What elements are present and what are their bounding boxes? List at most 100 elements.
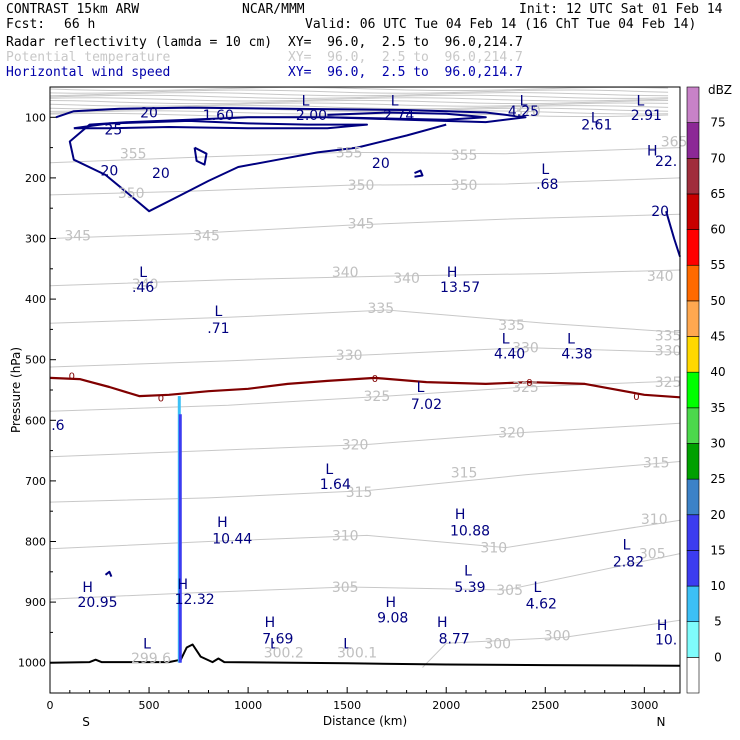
wind-min-marker: L bbox=[533, 580, 541, 596]
theta-extremum-value: 300.2 bbox=[264, 645, 304, 661]
theta-label: 335 bbox=[655, 328, 682, 344]
colorbar-swatch bbox=[686, 229, 700, 266]
colorbar-tick-label: 25 bbox=[710, 472, 725, 486]
wind-min-marker: L bbox=[214, 304, 222, 320]
isentrope bbox=[49, 519, 681, 550]
wind-extremum-value: 2.00 bbox=[296, 108, 327, 124]
isentrope-upper bbox=[49, 89, 669, 94]
isentrope bbox=[49, 347, 681, 368]
theta-label: 335 bbox=[367, 301, 394, 317]
freezing-level-label: 0 bbox=[69, 371, 75, 382]
theta-label: 310 bbox=[480, 541, 507, 557]
colorbar-swatch bbox=[686, 122, 700, 159]
wind-min-marker: L bbox=[502, 331, 510, 347]
wind-speed-contour bbox=[327, 111, 487, 121]
isentrope bbox=[49, 422, 681, 458]
colorbar-tick-label: 20 bbox=[710, 508, 725, 522]
isentrope bbox=[49, 553, 681, 600]
x-tick-label: 500 bbox=[139, 699, 160, 712]
wind-extremum-value: 4.40 bbox=[494, 347, 525, 363]
wind-min-marker: L bbox=[302, 93, 310, 109]
freezing-level-contour bbox=[49, 376, 681, 399]
isentrope bbox=[49, 147, 681, 164]
x-tick-label: 0 bbox=[47, 699, 54, 712]
x-tick-label: 2500 bbox=[531, 699, 559, 712]
theta-label: 355 bbox=[120, 147, 147, 163]
x-end-label-south: S bbox=[82, 715, 90, 729]
y-tick-label: 300 bbox=[25, 233, 46, 246]
wind-max-marker: H bbox=[82, 580, 93, 596]
field-layer bbox=[49, 86, 681, 668]
isentrope-upper bbox=[49, 94, 669, 99]
model-title: CONTRAST 15km ARW bbox=[6, 2, 140, 17]
wind-contour-label: 20 bbox=[140, 105, 158, 121]
theta-label: 330 bbox=[336, 348, 363, 364]
wind-speed-contour bbox=[104, 570, 113, 577]
valid-time: Valid: 06 UTC Tue 04 Feb 14 (16 ChT Tue … bbox=[305, 17, 697, 32]
wind-min-marker: L bbox=[464, 564, 472, 580]
theta-label: 315 bbox=[451, 465, 478, 481]
isentrope-upper bbox=[49, 97, 669, 102]
terrain-line bbox=[49, 643, 681, 667]
wind-extremum-value: 2.91 bbox=[631, 108, 662, 124]
theta-label: 330 bbox=[655, 344, 682, 360]
wind-extremum-value: 4.38 bbox=[561, 347, 592, 363]
theta-label: 325 bbox=[512, 380, 539, 396]
wind-speed-contour bbox=[414, 169, 424, 178]
freezing-level-label: 0 bbox=[633, 392, 639, 403]
y-tick-label: 200 bbox=[25, 172, 46, 185]
isentrope-upper bbox=[49, 92, 669, 97]
theta-label: 310 bbox=[641, 512, 668, 528]
wind-contour-label: 20 bbox=[651, 204, 669, 220]
theta-label: 320 bbox=[498, 425, 525, 441]
wind-extremum-value: 2.82 bbox=[613, 554, 644, 570]
theta-label: 335 bbox=[498, 318, 525, 334]
theta-label: 305 bbox=[332, 580, 359, 596]
y-axis-label: Pressure (hPa) bbox=[9, 347, 23, 433]
isentrope bbox=[49, 380, 681, 412]
wind-min-marker: L bbox=[343, 636, 351, 652]
colorbar-tick-label: 55 bbox=[710, 258, 725, 272]
theta-label: 365 bbox=[661, 135, 688, 151]
forecast-label: Fcst: bbox=[6, 17, 46, 32]
wind-min-marker: L bbox=[143, 636, 151, 652]
wind-max-marker: H bbox=[437, 615, 448, 631]
isentrope bbox=[49, 461, 681, 503]
wind-extremum-value: 2.74 bbox=[383, 108, 414, 124]
x-axis-label: Distance (km) bbox=[323, 714, 407, 728]
colorbar-tick-label: 75 bbox=[710, 116, 725, 130]
colorbar-tick-label: 30 bbox=[710, 436, 725, 450]
x-end-label-north: N bbox=[657, 715, 666, 729]
y-tick-label: 800 bbox=[25, 536, 46, 549]
wind-contour-label: 25 bbox=[104, 122, 122, 138]
axes-layer: 0 500 1000 1500 2000 2500 30001002003004005006… bbox=[18, 86, 665, 712]
theta-label: 325 bbox=[655, 375, 682, 391]
wind-extremum-value: .68 bbox=[536, 177, 558, 193]
y-tick-label: 1000 bbox=[18, 657, 46, 670]
wind-min-marker: L bbox=[623, 538, 631, 554]
wind-min-marker: L bbox=[591, 110, 599, 126]
forecast-hours: 66 h bbox=[64, 17, 96, 32]
wind-extremum-value: .6 bbox=[51, 418, 64, 434]
field-name-theta: Potential temperature bbox=[6, 50, 171, 65]
wind-extremum-value: 7.69 bbox=[262, 631, 293, 647]
theta-label: 355 bbox=[451, 148, 478, 164]
theta-label: 355 bbox=[336, 145, 363, 161]
wind-max-marker: H bbox=[647, 144, 658, 160]
colorbar-swatch bbox=[686, 407, 700, 444]
theta-label: 315 bbox=[643, 456, 670, 472]
wind-extremum-value: 10.88 bbox=[450, 524, 490, 540]
wind-extremum-value: 22. bbox=[655, 154, 677, 170]
colorbar-swatch bbox=[686, 514, 700, 551]
theta-label: 305 bbox=[496, 583, 523, 599]
theta-label: 345 bbox=[348, 216, 375, 232]
colorbar-swatch bbox=[686, 550, 700, 587]
colorbar-tick-label: 45 bbox=[710, 330, 725, 344]
colorbar-swatch bbox=[686, 336, 700, 373]
y-tick-label: 700 bbox=[25, 475, 46, 488]
theta-extremum-value: 300.1 bbox=[337, 645, 377, 661]
theta-label: 315 bbox=[346, 485, 373, 501]
colorbar-swatch bbox=[686, 300, 700, 337]
colorbar-swatch bbox=[686, 585, 700, 623]
